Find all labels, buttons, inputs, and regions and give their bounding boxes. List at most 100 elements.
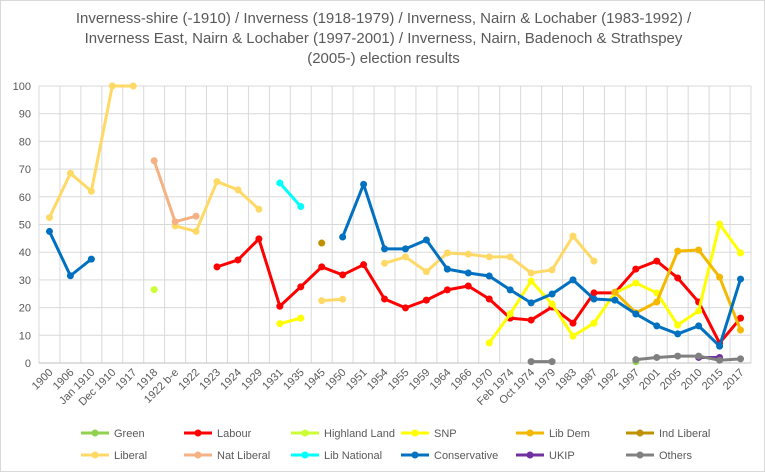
- data-point: [381, 245, 389, 253]
- x-tick-label: 1931: [260, 367, 286, 393]
- x-tick-label: 1929: [239, 367, 265, 393]
- series-lib-national: [276, 179, 305, 210]
- data-point: [527, 277, 535, 285]
- data-point: [485, 253, 493, 261]
- x-tick-label: 1950: [323, 367, 349, 393]
- data-point: [150, 286, 158, 294]
- data-point: [632, 356, 640, 364]
- data-point: [422, 296, 430, 304]
- series-line: [613, 248, 742, 331]
- x-tick-label: 2010: [679, 367, 705, 393]
- legend-item: Lib Dem: [516, 428, 590, 440]
- series-snp: [276, 220, 745, 347]
- legend-item: Others: [626, 450, 693, 462]
- series-highland-land: [150, 286, 158, 294]
- data-point: [443, 286, 451, 294]
- series-line: [278, 181, 302, 208]
- y-tick-label: 60: [19, 192, 31, 204]
- legend-label: Green: [114, 428, 145, 440]
- data-point: [590, 257, 598, 265]
- legend-item: Labour: [184, 428, 252, 440]
- data-point: [192, 212, 200, 220]
- x-tick-label: 1992: [595, 367, 621, 393]
- data-point: [401, 304, 409, 312]
- y-tick-label: 10: [19, 330, 31, 342]
- title-line: (2005-) election results: [307, 50, 460, 67]
- legend-item: Nat Liberal: [184, 450, 270, 462]
- data-point: [737, 355, 745, 363]
- y-tick-label: 40: [19, 247, 31, 259]
- data-point: [632, 310, 640, 318]
- legend-label: Liberal: [114, 450, 147, 462]
- data-point: [590, 295, 598, 303]
- data-point: [381, 259, 389, 267]
- data-point: [422, 268, 430, 276]
- legend-item: Liberal: [81, 450, 147, 462]
- series-line: [174, 180, 260, 233]
- legend-marker: [636, 451, 644, 459]
- x-tick-label: 1954: [365, 367, 391, 393]
- title-line: Inverness-shire (-1910) / Inverness (191…: [75, 10, 692, 27]
- data-point: [569, 319, 577, 327]
- series-nat-liberal: [150, 157, 200, 226]
- series-liberal: [45, 82, 598, 305]
- data-point: [297, 283, 305, 291]
- data-point: [695, 307, 703, 315]
- data-point: [695, 246, 703, 254]
- data-point: [276, 302, 284, 310]
- legend-label: Labour: [217, 428, 252, 440]
- x-tick-label: 2005: [658, 367, 684, 393]
- data-point: [339, 233, 347, 241]
- legend-item: UKIP: [516, 450, 575, 462]
- data-point: [87, 255, 95, 263]
- series-line: [216, 237, 742, 345]
- data-point: [213, 263, 221, 271]
- x-tick-label: 1983: [553, 367, 579, 393]
- data-point: [360, 180, 368, 188]
- data-point: [737, 275, 745, 283]
- x-tick-label: 1955: [386, 367, 412, 393]
- series-line: [48, 230, 93, 278]
- data-point: [464, 269, 472, 277]
- legend-marker: [194, 451, 202, 459]
- data-point: [171, 218, 179, 226]
- y-tick-label: 80: [19, 136, 31, 148]
- data-point: [590, 319, 598, 327]
- data-point: [716, 220, 724, 228]
- x-tick-label: 1935: [281, 367, 307, 393]
- x-tick-label: 1922: [176, 367, 202, 393]
- legend-marker: [526, 429, 534, 437]
- legend-item: Highland Land: [291, 428, 395, 440]
- data-point: [192, 227, 200, 235]
- data-point: [276, 320, 284, 328]
- data-point: [276, 179, 284, 187]
- data-point: [674, 330, 682, 338]
- legend-marker: [526, 451, 534, 459]
- data-point: [653, 322, 661, 330]
- data-point: [527, 299, 535, 307]
- data-point: [611, 296, 619, 304]
- x-tick-label: 1959: [407, 367, 433, 393]
- data-point: [150, 157, 158, 165]
- data-point: [318, 297, 326, 305]
- legend-item: SNP: [401, 428, 457, 440]
- data-point: [129, 82, 137, 90]
- data-point: [695, 322, 703, 330]
- data-point: [548, 290, 556, 298]
- x-tick-label: 1923: [197, 367, 223, 393]
- data-point: [590, 289, 598, 297]
- x-tick-label: 2001: [637, 367, 663, 393]
- data-point: [527, 269, 535, 277]
- data-point: [297, 202, 305, 210]
- data-point: [716, 356, 724, 364]
- legend-item: Green: [81, 428, 145, 440]
- x-tick-label: 1997: [616, 367, 642, 393]
- data-point: [632, 279, 640, 287]
- series-conservative: [45, 180, 745, 350]
- data-point: [716, 342, 724, 350]
- data-point: [632, 265, 640, 273]
- legend-item: Ind Liberal: [626, 428, 710, 440]
- data-point: [464, 250, 472, 258]
- data-point: [506, 253, 514, 261]
- legend-marker: [301, 429, 309, 437]
